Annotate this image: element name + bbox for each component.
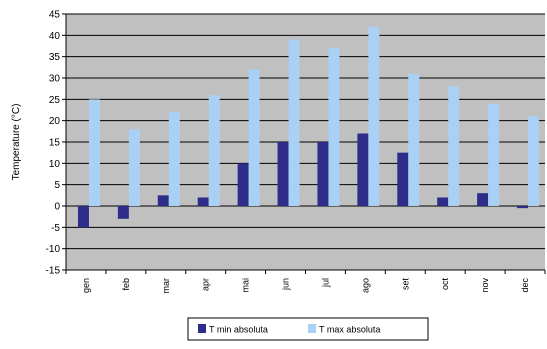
legend-label: T min absoluta	[209, 325, 268, 335]
bar-t-max	[208, 95, 220, 206]
bar-t-min	[397, 152, 409, 206]
bar-t-min	[317, 142, 329, 206]
x-tick-label: mai	[241, 278, 251, 293]
bar-t-max	[368, 26, 380, 206]
bar-t-min	[117, 206, 129, 219]
bar-t-max	[408, 73, 420, 206]
bar-t-max	[488, 103, 500, 206]
bar-t-max	[288, 39, 300, 206]
bar-t-min	[437, 197, 449, 206]
bar-t-max	[248, 69, 260, 206]
bar-t-min	[277, 142, 289, 206]
y-tick-label: 5	[54, 180, 60, 191]
y-tick-label: 20	[49, 116, 61, 127]
x-tick-label: gen	[81, 278, 91, 293]
y-tick-label: 0	[54, 202, 60, 213]
bar-t-min	[477, 193, 489, 206]
bar-t-min	[197, 197, 209, 206]
x-tick-label: jul	[320, 278, 330, 288]
bar-t-min	[517, 206, 529, 209]
bars	[77, 26, 540, 228]
bar-t-max	[328, 48, 340, 207]
legend-swatch	[198, 324, 206, 333]
bar-t-max	[528, 116, 540, 206]
y-tick-label: 25	[49, 95, 61, 106]
y-tick-label: 35	[49, 52, 61, 63]
x-tick-label: oct	[440, 278, 450, 291]
x-tick-label: set	[400, 278, 410, 291]
y-tick-label: -10	[46, 244, 61, 255]
legend: T min absoluta T max absoluta	[187, 317, 429, 341]
axes	[65, 14, 546, 274]
bar-t-min	[357, 133, 369, 206]
bar-t-max	[168, 112, 180, 206]
legend-label: T max absoluta	[319, 325, 380, 335]
bar-t-max	[128, 129, 140, 206]
y-tick-labels: -15 -10 -5 0 5 10 15 20 25 30 35 40 45	[46, 10, 61, 277]
y-tick-label: 45	[49, 10, 61, 21]
y-tick-label: 15	[49, 138, 61, 149]
bar-t-min	[237, 163, 249, 206]
x-tick-label: jun	[281, 278, 291, 291]
x-tick-label: dec	[520, 278, 530, 293]
y-tick-label: -5	[51, 223, 60, 234]
y-tick-label: 10	[49, 159, 61, 170]
x-tick-label: apr	[201, 278, 211, 291]
x-tick-labels: gen feb mar apr mai jun jul ago set oct nov dec	[81, 278, 530, 294]
y-tick-label: 30	[49, 74, 61, 85]
x-tick-label: nov	[480, 278, 490, 293]
x-tick-label: mar	[161, 278, 171, 294]
bar-t-max	[448, 86, 460, 206]
x-tick-label: feb	[121, 278, 131, 291]
legend-swatch	[308, 324, 316, 333]
y-axis-title: Temperature (°C)	[11, 104, 22, 181]
bar-t-min	[77, 206, 89, 228]
y-tick-label: 40	[49, 31, 61, 42]
y-tick-label: -15	[46, 266, 61, 277]
bar-t-min	[157, 195, 169, 206]
bar-t-max	[88, 99, 100, 206]
gridlines	[62, 13, 545, 271]
x-tick-label: ago	[360, 278, 370, 293]
